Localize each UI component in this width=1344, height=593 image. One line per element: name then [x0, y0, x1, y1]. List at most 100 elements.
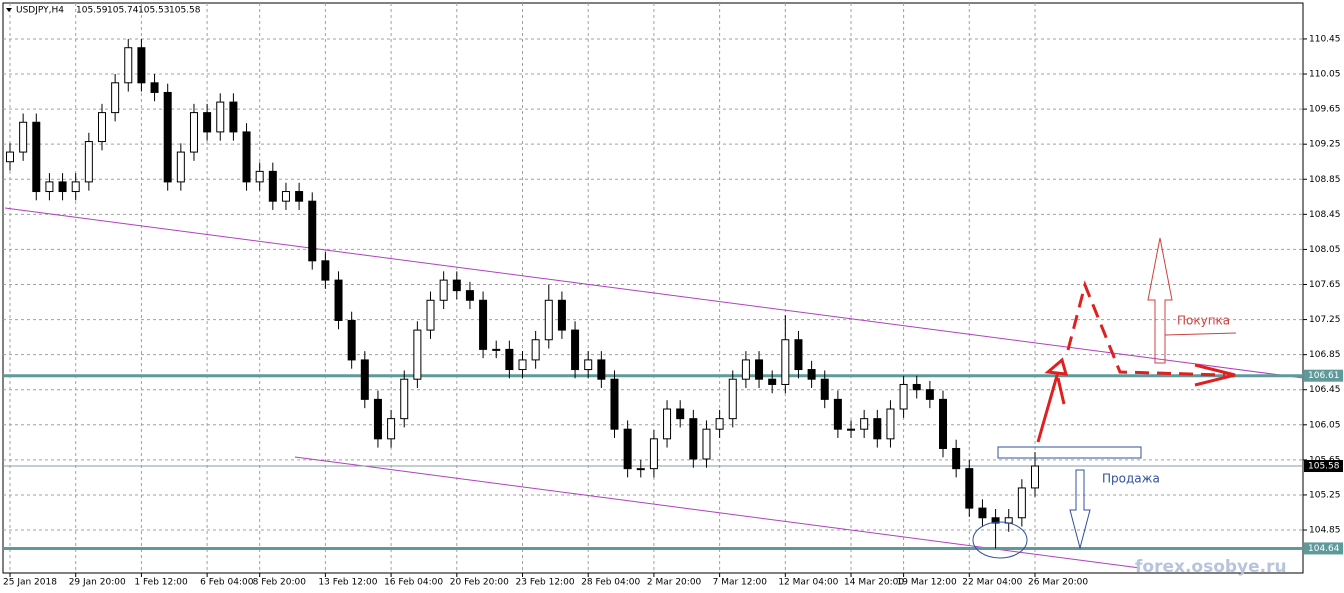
y-tick-label: 108.05	[1309, 245, 1341, 255]
x-tick-label: 7 Mar 12:00	[713, 578, 768, 588]
candle-body	[676, 408, 685, 420]
watermark: forex.osobye.ru	[1135, 557, 1287, 577]
x-tick-label: 29 Jan 20:00	[69, 578, 126, 588]
x-tick-label: 23 Feb 12:00	[516, 578, 575, 588]
candle-body	[281, 191, 290, 202]
y-tick-label: 109.65	[1309, 105, 1341, 115]
candle-body	[19, 121, 28, 153]
x-tick-label: 25 Jan 2018	[3, 578, 57, 588]
candle-body	[860, 418, 869, 430]
candle-body	[137, 47, 146, 84]
candle-body	[741, 359, 750, 380]
candle-body	[728, 378, 737, 420]
candle-body	[597, 359, 606, 380]
candle-body	[373, 398, 382, 440]
candle-body	[400, 378, 409, 420]
menu-arrow	[6, 8, 12, 12]
candle-body	[663, 408, 672, 440]
channel-upper	[4, 207, 1304, 379]
price-tag-label: 104.64	[1308, 544, 1340, 554]
candle-body	[229, 101, 238, 133]
candles	[6, 38, 1039, 549]
candle-body	[702, 428, 711, 460]
candle-body	[97, 112, 106, 143]
header-value: 105.74	[107, 6, 139, 16]
candle-body	[295, 191, 304, 202]
candle-body	[623, 428, 632, 470]
header-ohlc: 105.59 105.74 105.53 105.58	[76, 6, 201, 16]
candle-body	[189, 112, 198, 153]
arrow-up-head	[1044, 357, 1069, 376]
candle-body	[649, 438, 658, 470]
candle-body	[45, 181, 54, 193]
candle-body	[58, 181, 67, 193]
candle-body	[807, 369, 816, 380]
plot-frame	[2, 2, 1304, 574]
x-tick-label: 2 Mar 20:00	[647, 578, 702, 588]
candle-body	[886, 408, 895, 440]
y-tick-label: 106.05	[1309, 420, 1341, 430]
candle-body	[794, 339, 803, 371]
x-tick-label: 8 Feb 20:00	[253, 578, 307, 588]
header-value: 105.53	[138, 6, 170, 16]
candle-body	[387, 418, 396, 440]
candle-body	[347, 319, 356, 361]
candle-body	[321, 260, 330, 281]
candle-body	[413, 329, 422, 380]
candle-body	[479, 299, 488, 350]
axes: 104.85105.25105.65106.05106.45106.85107.…	[3, 34, 1343, 588]
symbol: USDJPY,H4	[16, 6, 64, 16]
candle-body	[715, 418, 724, 430]
candle-body	[124, 47, 133, 84]
candle-body	[334, 279, 343, 321]
x-tick-label: 13 Feb 12:00	[318, 578, 377, 588]
y-tick-label: 105.25	[1309, 490, 1341, 500]
candle-body	[150, 82, 159, 93]
dashed-path	[1066, 280, 1226, 377]
candle-body	[163, 91, 172, 183]
circle-mark	[972, 521, 1028, 559]
candle-body	[426, 299, 435, 331]
candle-body	[912, 383, 921, 391]
candle-body	[203, 112, 212, 133]
candle-body	[978, 507, 987, 519]
buy-label: Покупка	[1177, 314, 1230, 328]
x-tick-label: 14 Mar 20:00	[844, 578, 904, 588]
candle-body	[71, 181, 80, 193]
price-tag	[1304, 369, 1343, 382]
y-tick-label: 106.85	[1309, 350, 1341, 360]
candle-body	[439, 279, 448, 301]
candle-body	[176, 151, 185, 183]
dashed-arrow-head	[1194, 363, 1236, 387]
x-tick-label: 6 Feb 04:00	[200, 578, 254, 588]
y-tick-label: 107.25	[1309, 315, 1341, 325]
header-value: 105.58	[169, 6, 201, 16]
arrow-up	[1036, 371, 1060, 443]
arrow-up-tail	[1056, 377, 1066, 405]
candle-body	[571, 329, 580, 371]
candle-body	[965, 468, 974, 509]
candle-body	[360, 359, 369, 400]
candle-body	[492, 348, 501, 351]
buy-leader	[1164, 332, 1237, 336]
candle-body	[452, 279, 461, 292]
candle-body	[847, 428, 856, 431]
y-tick-label: 110.05	[1309, 70, 1341, 80]
y-tick-label: 104.85	[1309, 526, 1341, 536]
candle-body	[1017, 487, 1026, 519]
candle-body	[505, 348, 514, 371]
candle-body	[111, 82, 120, 114]
resistance-box	[997, 446, 1142, 459]
candle-body	[925, 389, 934, 400]
x-tick-label: 26 Mar 20:00	[1028, 578, 1088, 588]
candle-body	[544, 299, 553, 341]
candle-body	[768, 378, 777, 385]
candle-body	[6, 151, 14, 163]
candle-body	[873, 418, 882, 440]
price-tag	[1304, 542, 1343, 555]
candle-body	[465, 290, 474, 301]
candle-body	[820, 378, 829, 400]
price-tag	[1304, 460, 1343, 473]
candle-body	[518, 359, 527, 371]
